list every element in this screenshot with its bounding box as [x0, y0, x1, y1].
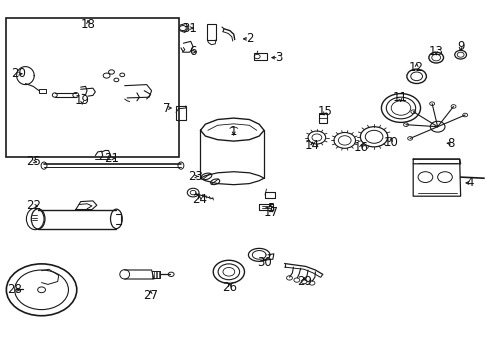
- Text: 1: 1: [229, 125, 237, 138]
- Text: 20: 20: [11, 67, 26, 80]
- Text: 2: 2: [245, 32, 253, 45]
- Text: 28: 28: [7, 283, 22, 296]
- Text: 31: 31: [182, 22, 197, 35]
- Text: 22: 22: [26, 199, 41, 212]
- Text: 23: 23: [188, 170, 203, 183]
- Text: 15: 15: [317, 105, 332, 118]
- Text: 8: 8: [446, 137, 454, 150]
- Bar: [254, 53, 266, 60]
- Text: 10: 10: [383, 136, 398, 149]
- Bar: [176, 106, 185, 120]
- Text: 27: 27: [143, 289, 158, 302]
- Text: 14: 14: [304, 139, 319, 152]
- Bar: [318, 113, 326, 123]
- Text: 12: 12: [408, 61, 423, 74]
- Text: 4: 4: [466, 176, 473, 189]
- Text: 24: 24: [192, 193, 206, 206]
- Text: 3: 3: [274, 51, 282, 64]
- Bar: [39, 89, 46, 93]
- Bar: [207, 24, 216, 40]
- Text: 19: 19: [75, 94, 89, 107]
- Text: 25: 25: [26, 155, 41, 168]
- Text: 9: 9: [456, 40, 464, 53]
- Text: 16: 16: [353, 141, 367, 154]
- Bar: [6, 18, 179, 157]
- Text: 5: 5: [266, 202, 274, 215]
- Text: 26: 26: [222, 281, 237, 294]
- Text: 30: 30: [257, 256, 272, 269]
- Text: 6: 6: [189, 45, 197, 58]
- Text: 29: 29: [296, 275, 311, 288]
- Text: 18: 18: [81, 18, 95, 31]
- Text: 17: 17: [264, 206, 278, 219]
- Text: 11: 11: [392, 91, 407, 104]
- Text: 13: 13: [428, 45, 443, 58]
- Text: 7: 7: [163, 102, 171, 114]
- Text: 21: 21: [104, 152, 119, 165]
